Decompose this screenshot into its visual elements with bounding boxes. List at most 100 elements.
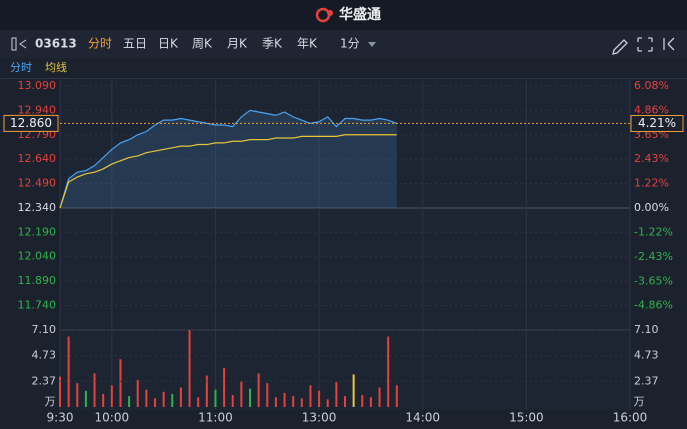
volume-bar: [257, 373, 260, 407]
y-tick-label: 11.740: [18, 298, 57, 311]
y2-tick-label: -3.65%: [634, 274, 673, 287]
tab[interactable]: 五日: [123, 37, 147, 51]
volume-bar: [223, 367, 226, 407]
y-tick-label: 12.640: [18, 152, 57, 165]
y-tick-label: 12.040: [18, 250, 57, 263]
volume-bar: [76, 383, 79, 407]
brand-logo: [315, 7, 333, 23]
volume-bar: [102, 393, 105, 407]
legend-entry: 均线: [45, 60, 67, 74]
series-line: [59, 109, 398, 209]
brand: 华盛通: [339, 6, 381, 23]
volume-bar: [128, 396, 131, 407]
tab[interactable]: 周K: [192, 37, 213, 51]
y2-tick-label: 2.43%: [634, 152, 669, 165]
y-tick-label: 12.190: [18, 225, 57, 238]
tab[interactable]: 年K: [297, 37, 318, 51]
interval-select[interactable]: 1分: [340, 37, 360, 51]
volume-bar: [136, 379, 139, 407]
volume-bar: [395, 385, 398, 407]
x-tick-label: 10:00: [95, 411, 130, 425]
last-price: 12.860: [10, 116, 52, 130]
volume-bar: [378, 387, 381, 407]
volume-bar: [283, 392, 286, 407]
stock-code: 03613: [35, 37, 77, 51]
volume-bar: [300, 398, 303, 407]
volume-bar: [67, 336, 70, 407]
volume-bar: [171, 393, 174, 407]
x-tick-label: 15:00: [509, 411, 544, 425]
draw-icon[interactable]: [612, 39, 628, 55]
tab[interactable]: 分时: [88, 37, 112, 51]
fullscreen-icon[interactable]: [637, 37, 653, 52]
volume-tick-label: 4.73: [634, 349, 659, 362]
x-tick-label: 14:00: [405, 411, 440, 425]
last-price-box: [3, 114, 59, 132]
volume-bar: [240, 380, 243, 407]
volume-bar: [205, 375, 208, 407]
y2-tick-label: 1.22%: [634, 177, 669, 190]
volume-bar: [154, 398, 156, 407]
y2-tick-label: -4.86%: [634, 299, 673, 312]
dropdown-arrow[interactable]: [368, 42, 376, 47]
legend-row: [0, 58, 687, 78]
y-tick-label: 12.340: [18, 201, 57, 214]
collapse-icon[interactable]: [11, 37, 27, 51]
volume-unit: 万: [634, 395, 645, 408]
volume-bar: [352, 374, 355, 407]
y-tick-label: 12.490: [18, 177, 57, 190]
volume-unit: 万: [45, 395, 56, 408]
volume-bar: [197, 397, 200, 407]
volume-bar: [274, 397, 277, 407]
volume-tick-label: 2.37: [32, 374, 57, 387]
series-line: [59, 134, 397, 209]
y2-tick-label: -2.43%: [634, 250, 673, 263]
y-tick-label: 12.940: [18, 103, 57, 116]
x-tick-label: 16:00: [613, 411, 648, 425]
volume-tick-label: 2.37: [634, 374, 659, 387]
x-tick-label: 11:00: [198, 411, 233, 425]
last-change-box: [630, 115, 684, 133]
volume-bar: [162, 391, 165, 407]
toolbar: [0, 30, 687, 58]
x-tick-label: 13:00: [302, 411, 337, 425]
volume-bar: [59, 376, 61, 407]
volume-bar: [387, 336, 390, 407]
volume-bar: [249, 388, 251, 407]
y-tick-label: 11.890: [18, 274, 57, 287]
volume-tick-label: 7.10: [32, 323, 57, 336]
volume-bar: [335, 382, 338, 407]
volume-bar: [326, 399, 329, 407]
top-bar: [0, 0, 687, 30]
expand-icon[interactable]: [663, 37, 675, 51]
volume-bar: [292, 396, 295, 407]
volume-bar: [119, 359, 122, 407]
x-tick-label: 9:30: [47, 411, 74, 425]
volume-bar: [188, 330, 191, 407]
volume-bar: [84, 390, 87, 407]
price-area: [60, 110, 397, 209]
tab[interactable]: 月K: [227, 37, 248, 51]
last-change: 4.21%: [638, 116, 676, 130]
volume-tick-label: 4.73: [32, 349, 57, 362]
tab[interactable]: 季K: [262, 37, 283, 51]
y-tick-label: 13.090: [18, 79, 57, 92]
legend-entry: 分时: [10, 61, 32, 74]
volume-bar: [266, 383, 269, 407]
volume-tick-label: 7.10: [634, 323, 659, 336]
y2-tick-label: 0.00%: [634, 201, 669, 214]
y2-tick-label: 6.08%: [634, 79, 669, 92]
volume-bar: [309, 385, 312, 407]
volume-bar: [110, 385, 113, 407]
tab[interactable]: 日K: [158, 37, 179, 51]
volume-bar: [344, 396, 346, 407]
volume-bar: [361, 395, 364, 407]
y2-tick-label: -1.22%: [634, 225, 673, 238]
volume-bar: [369, 397, 372, 407]
volume-bar: [179, 387, 182, 407]
volume-bar: [318, 390, 321, 407]
volume-bar: [214, 389, 217, 407]
volume-bar: [231, 395, 234, 407]
